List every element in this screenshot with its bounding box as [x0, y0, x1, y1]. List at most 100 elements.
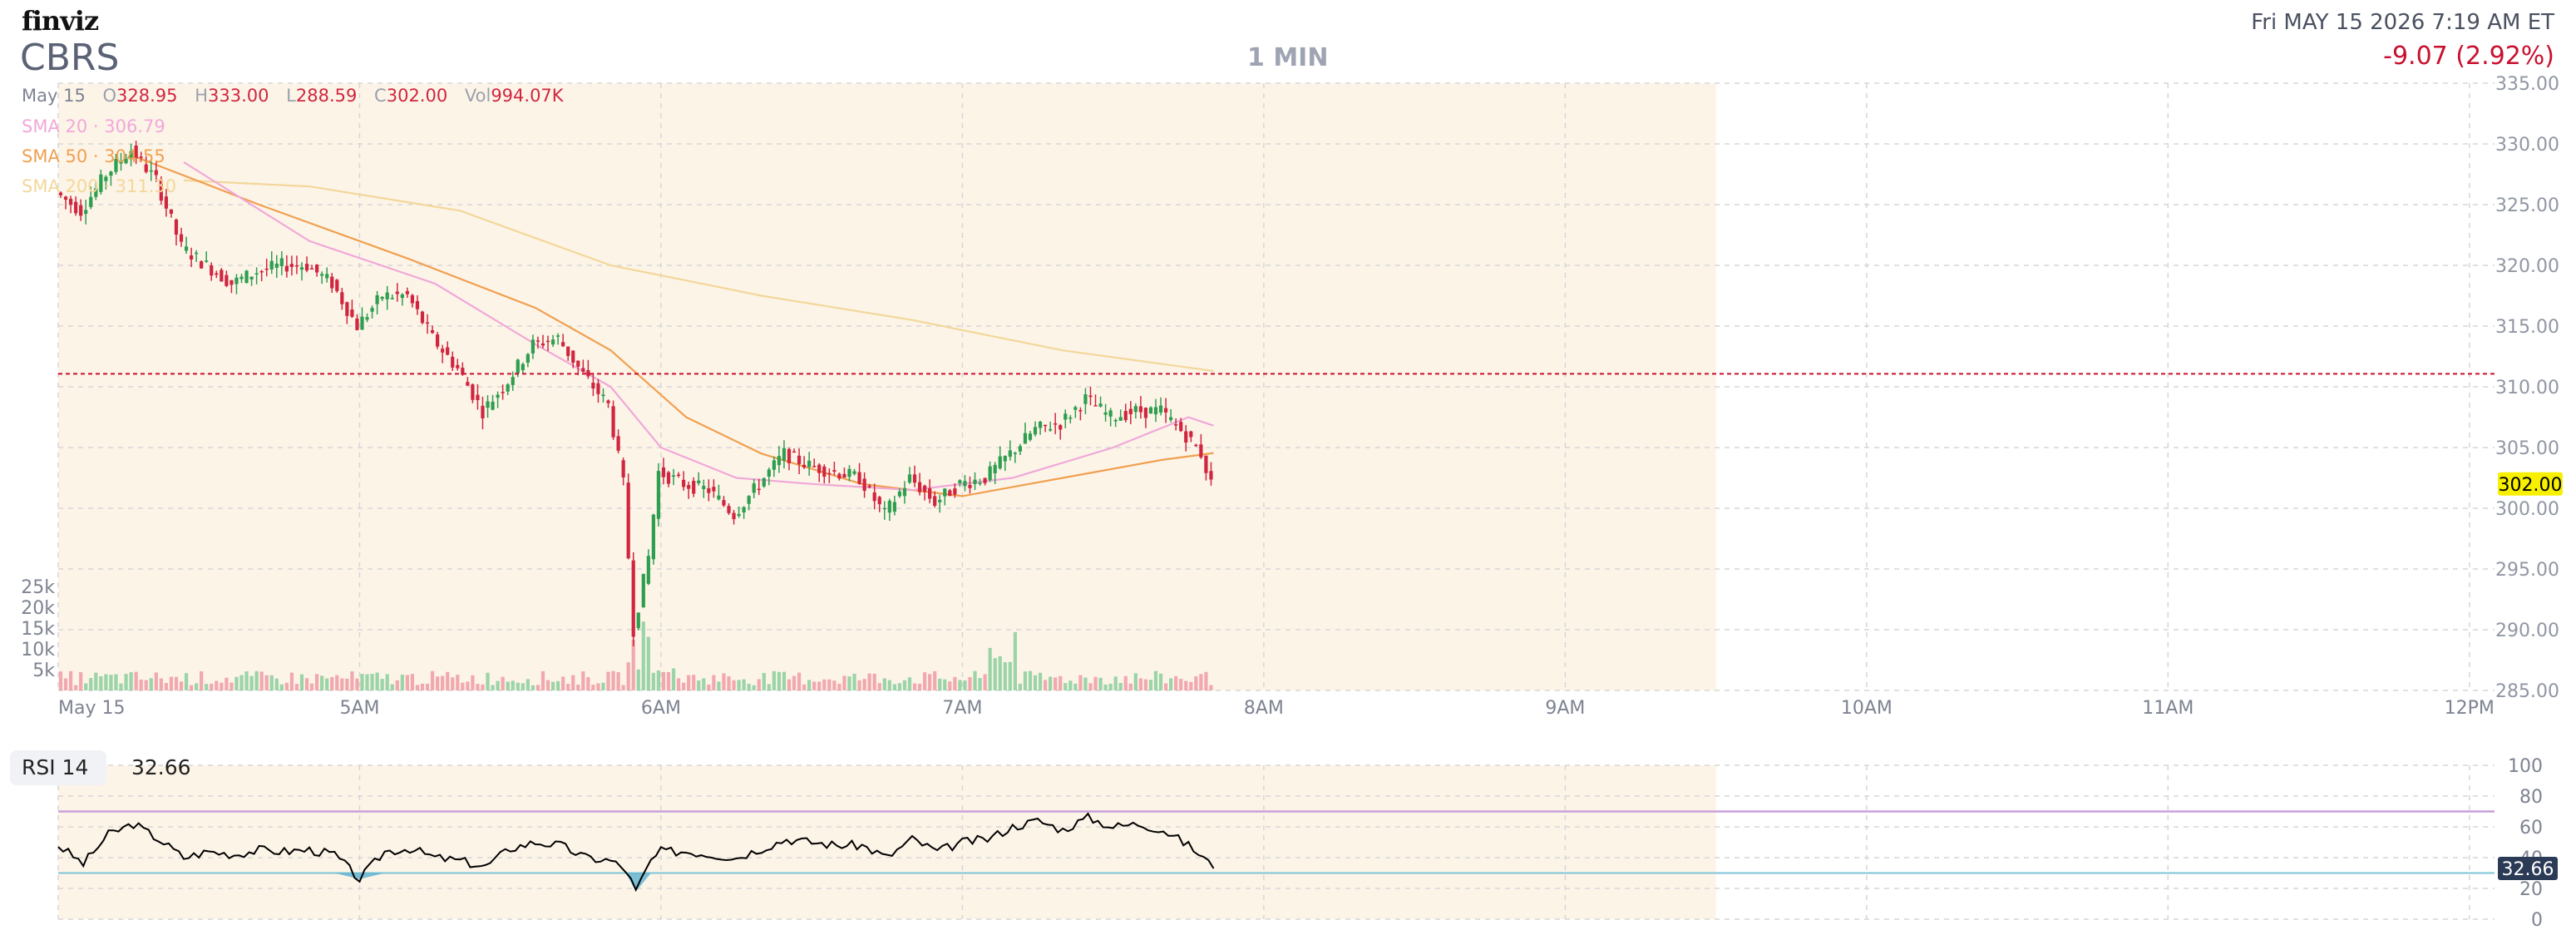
volume-bar — [591, 684, 595, 690]
candle-body — [922, 485, 927, 492]
candle-body — [451, 356, 455, 368]
volume-bar — [330, 676, 334, 690]
sma20-legend[interactable]: SMA 20 · 306.79 — [22, 116, 165, 136]
sma200-legend[interactable]: SMA 200 · 311.30 — [22, 176, 177, 196]
volume-bar — [596, 683, 600, 690]
candle-body — [385, 292, 389, 299]
candle-body — [983, 477, 987, 483]
volume-bar — [671, 668, 676, 690]
volume-bar — [205, 684, 209, 690]
rsi-tick-label: 60 — [2519, 818, 2543, 839]
candle-body — [159, 180, 163, 201]
volume-bar — [1189, 681, 1193, 690]
candle-body — [104, 176, 108, 181]
volume-bar — [682, 682, 686, 690]
candle-body — [446, 347, 450, 355]
candle-body — [682, 479, 686, 487]
volume-bar — [94, 672, 98, 690]
volume-bar — [666, 671, 671, 690]
candle-body — [717, 495, 721, 500]
candle-body — [390, 298, 394, 299]
volume-bar — [702, 678, 706, 690]
volume-bar — [58, 671, 63, 690]
volume-bar — [887, 680, 891, 690]
candle-body — [591, 383, 595, 388]
rsi-tick-label: 80 — [2519, 787, 2543, 808]
candle-body — [395, 291, 399, 294]
volume-bar — [611, 670, 615, 690]
candle-body — [902, 487, 907, 497]
volume-bar — [259, 671, 264, 690]
volume-bar — [249, 675, 254, 690]
candle-body — [1059, 425, 1063, 430]
candle-body — [732, 512, 736, 520]
candle-body — [661, 467, 666, 477]
candle-body — [1153, 407, 1158, 415]
volume-bar — [1148, 680, 1153, 690]
candle-body — [254, 273, 259, 275]
volume-bar — [571, 675, 575, 690]
candle-body — [74, 201, 78, 214]
volume-bar — [943, 679, 947, 690]
candle-body — [375, 294, 379, 304]
candle-body — [58, 192, 63, 195]
volume-bar — [1078, 675, 1083, 690]
low-value: 288.59 — [295, 86, 358, 106]
candle-body — [279, 258, 284, 266]
candle-body — [476, 394, 480, 400]
volume-bar — [555, 680, 560, 690]
candle-body — [747, 496, 751, 504]
volume-bar — [692, 675, 696, 690]
volume-bar — [370, 674, 374, 690]
volume-bar — [200, 670, 204, 690]
candle-body — [867, 486, 871, 487]
candle-body — [646, 556, 650, 584]
volume-bar — [345, 678, 349, 690]
volume-bar — [862, 679, 866, 690]
sma50-legend[interactable]: SMA 50 · 304.55 — [22, 146, 165, 166]
rsi-badge[interactable] — [10, 750, 106, 785]
rsi-last-label: 32.66 — [2502, 859, 2554, 880]
volume-bar — [1003, 662, 1007, 690]
candle-body — [1143, 408, 1148, 418]
volume-bar — [189, 685, 194, 690]
volume-bar — [144, 680, 148, 690]
volume-bar — [697, 680, 701, 690]
candle-body — [521, 364, 525, 371]
candle-body — [1028, 433, 1033, 440]
y-tick-label: 320.00 — [2495, 256, 2559, 277]
volume-bar — [415, 685, 420, 690]
candle-body — [887, 501, 891, 513]
volume-bar — [938, 678, 942, 690]
sma200-path — [183, 179, 1214, 373]
candle-body — [545, 340, 550, 343]
candle-body — [415, 300, 420, 309]
finviz-logo[interactable]: finviz — [22, 5, 99, 37]
candle-body — [1013, 453, 1017, 454]
volume-bar — [1054, 677, 1058, 690]
candle-body — [79, 205, 83, 216]
volume-bar — [466, 681, 470, 690]
candle-body — [435, 334, 440, 347]
volume-bar — [446, 671, 450, 690]
volume-bar — [802, 684, 807, 690]
candle-body — [215, 273, 219, 275]
volume-bar — [1088, 683, 1093, 690]
volume-bar — [79, 672, 83, 690]
volume-bar — [737, 680, 741, 690]
volume-bar — [380, 679, 384, 690]
volume-bar — [1209, 685, 1213, 690]
candle-body — [109, 171, 113, 176]
volume-bar — [320, 675, 324, 690]
rsi-value: 32.66 — [131, 755, 191, 779]
candle-body — [907, 474, 912, 483]
candle-body — [722, 500, 726, 506]
candle-body — [812, 466, 817, 468]
candle-body — [953, 488, 957, 495]
candle-body — [225, 275, 229, 286]
open-label: O — [102, 86, 117, 106]
volume-bar — [545, 680, 550, 690]
volume-bar — [1083, 677, 1088, 690]
candle-body — [1108, 410, 1113, 417]
